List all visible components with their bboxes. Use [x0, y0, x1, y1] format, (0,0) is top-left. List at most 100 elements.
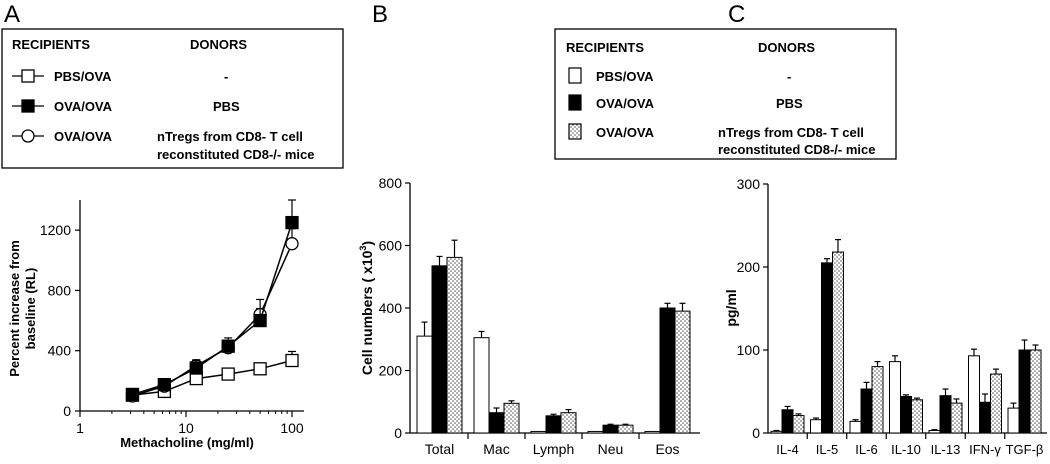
bar-white: [416, 335, 433, 434]
bar-black: [1018, 349, 1031, 434]
bar-white: [968, 355, 980, 434]
x-tick-label-c: IFN-γ: [969, 442, 1001, 457]
bar-black: [488, 412, 505, 434]
bar-white: [889, 361, 901, 434]
black-bar-swatch-icon: [568, 94, 582, 111]
bar-dotted: [446, 256, 463, 434]
bar-dotted: [990, 373, 1002, 434]
bar-black: [781, 409, 794, 434]
y-tick-label-c: 300: [737, 176, 761, 192]
bar-black: [860, 388, 873, 434]
legend-c-donor-1: -: [787, 69, 791, 84]
x-tick-label-a: 10: [178, 420, 194, 436]
bar-dotted: [503, 402, 520, 434]
data-point-filled-square: [285, 215, 299, 230]
bar-dotted: [911, 399, 923, 434]
bar-dotted: [792, 415, 805, 434]
white-bar-swatch-icon: [568, 67, 582, 84]
bar-black: [979, 401, 991, 434]
y-tick-label-c: 200: [737, 259, 761, 275]
legend-a-box: [1, 28, 344, 169]
bar-white: [849, 420, 862, 434]
y-axis-label-a-line1: Percent increase from: [7, 240, 22, 377]
x-tick-label-b: Eos: [655, 441, 679, 457]
open-circle-marker-icon: [21, 129, 35, 143]
bar-dotted: [950, 402, 963, 434]
bar-white: [644, 430, 661, 434]
dotted-bar-swatch-icon: [568, 123, 582, 140]
data-point-open-circle: [285, 237, 299, 251]
bar-black: [545, 415, 562, 434]
bar-dotted: [617, 424, 634, 434]
legend-c-recipient-1: PBS/OVA: [596, 69, 654, 84]
y-tick-label-a: 800: [48, 282, 72, 298]
legend-a-donor-1: -: [224, 69, 228, 84]
legend-c-donor-3a: nTregs from CD8- T cell: [718, 125, 864, 140]
x-tick-label-b: Lymph: [533, 441, 575, 457]
bar-white: [928, 430, 941, 434]
y-axis-label-a-line2: baseline (RL): [23, 268, 38, 350]
y-tick-label-a: 400: [48, 343, 72, 359]
x-tick-label-a: 1: [76, 420, 84, 436]
y-axis-label-c: pg/ml: [723, 289, 739, 326]
bar-dotted: [560, 412, 577, 434]
legend-c-donor-2: PBS: [776, 96, 803, 111]
legend-c-header-donors: DONORS: [758, 40, 815, 55]
bar-black: [939, 395, 952, 434]
data-point-open-square: [285, 353, 299, 368]
data-point-filled-square: [221, 339, 235, 353]
bar-dotted: [674, 310, 691, 434]
chart-a: 0 400 800 1200 1 10 100 Methacholine (mg/ml) Per…: [7, 199, 304, 450]
y-tick-label-c: 100: [737, 342, 761, 358]
filled-square-marker-icon: [21, 99, 35, 113]
legend-c-recipient-3: OVA/OVA: [596, 125, 655, 140]
bar-black: [602, 424, 619, 434]
data-point-open-square: [221, 367, 235, 381]
legend-a-header-recipients: RECIPIENTS: [12, 37, 90, 52]
y-tick-label-b: 0: [394, 425, 402, 441]
panel-letter-a: A: [4, 1, 20, 28]
legend-c-donor-3b: reconstituted CD8-/- mice: [718, 142, 875, 157]
open-square-marker-icon: [21, 69, 35, 83]
x-axis-label-a: Methacholine (mg/ml): [120, 435, 254, 450]
bar-black: [431, 265, 448, 434]
x-tick-label-b: Total: [425, 441, 455, 457]
x-tick-label-c: IL-4: [776, 442, 798, 457]
data-point-filled-square: [189, 361, 203, 375]
chart-c: 0 100 200 300 IL-4 IL-5 IL-6 IL-10 IL-13 IFN-γ TGF…: [723, 176, 1047, 457]
bar-white: [587, 430, 604, 434]
y-axis-label-b-end: ): [359, 241, 375, 246]
series-line-a: [132, 222, 293, 396]
y-tick-label-b: 800: [379, 175, 403, 191]
legend-c-box: [554, 28, 897, 160]
y-tick-label-b: 400: [379, 300, 403, 316]
data-point-filled-square: [157, 377, 172, 392]
bar-white: [1007, 407, 1020, 434]
x-tick-label-a: 100: [280, 420, 304, 436]
bar-white: [530, 430, 547, 434]
x-tick-label-c: IL-13: [931, 442, 961, 457]
legend-c-recipient-2: OVA/OVA: [596, 96, 655, 111]
x-tick-label-c: IL-6: [855, 442, 877, 457]
y-tick-label-a: 1200: [40, 222, 71, 238]
legend-a-header-donors: DONORS: [190, 37, 247, 52]
data-point-filled-square: [253, 313, 267, 328]
panel-letter-b: B: [372, 1, 388, 28]
y-tick-label-b: 200: [379, 363, 403, 379]
y-tick-label-b: 600: [379, 238, 403, 254]
x-tick-label-c: IL-5: [816, 442, 838, 457]
bar-black: [900, 395, 912, 434]
legend-a-donor-2: PBS: [213, 99, 240, 114]
bar-black: [821, 262, 833, 434]
panel-letter-c: C: [728, 1, 745, 28]
y-axis-label-b: Cell numbers ( x103): [358, 241, 375, 375]
legend-a: RECIPIENTS DONORS PBS/OVA - OVA/OVA PBS …: [1, 28, 344, 169]
y-tick-label-c: 0: [752, 425, 760, 441]
legend-a-recipient-1: PBS/OVA: [54, 69, 112, 84]
legend-c: RECIPIENTS DONORS PBS/OVA - OVA/OVA PBS …: [554, 28, 897, 160]
series-line-a: [132, 243, 293, 397]
series-line-a: [132, 359, 293, 396]
bar-white: [770, 430, 783, 434]
x-tick-label-c: IL-10: [891, 442, 921, 457]
